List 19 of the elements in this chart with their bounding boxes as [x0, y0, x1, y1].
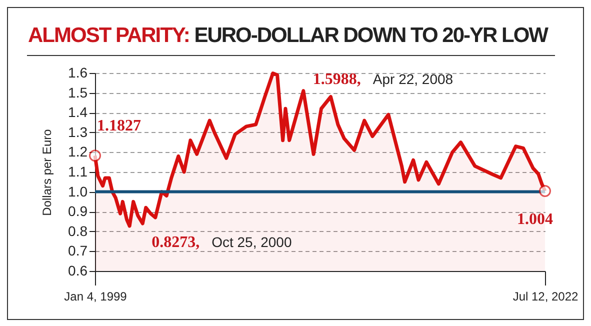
- annotation: 0.8273, Oct 25, 2000: [152, 234, 292, 251]
- y-tick-label: 1.3: [68, 124, 88, 140]
- y-axis-title: Dollars per Euro: [40, 128, 54, 216]
- annotation: 1.004: [517, 211, 553, 228]
- annotation: 1.1827: [97, 118, 141, 135]
- y-tick-label: 1.4: [68, 104, 88, 120]
- y-tick-label: 0.6: [68, 262, 88, 278]
- annotation: 1.5988, Apr 22, 2008: [312, 71, 454, 88]
- x-tick-label: Jul 12, 2022: [512, 290, 579, 304]
- y-tick-label: 0.8: [68, 222, 88, 239]
- y-tick-label: 1.6: [68, 64, 88, 80]
- x-tick-label: Jan 4, 1999: [64, 290, 128, 304]
- y-tick-label: 1.1: [68, 164, 88, 180]
- y-tick-label: 1.0: [68, 183, 88, 200]
- y-tick-label: 1.5: [68, 84, 88, 100]
- y-tick-label: 0.7: [68, 242, 88, 259]
- y-tick-label: 1.2: [68, 144, 88, 160]
- y-tick-label: 0.9: [68, 203, 88, 220]
- chart-title: ALMOST PARITY: EURO-DOLLAR DOWN TO 20-YR LOW: [28, 24, 548, 48]
